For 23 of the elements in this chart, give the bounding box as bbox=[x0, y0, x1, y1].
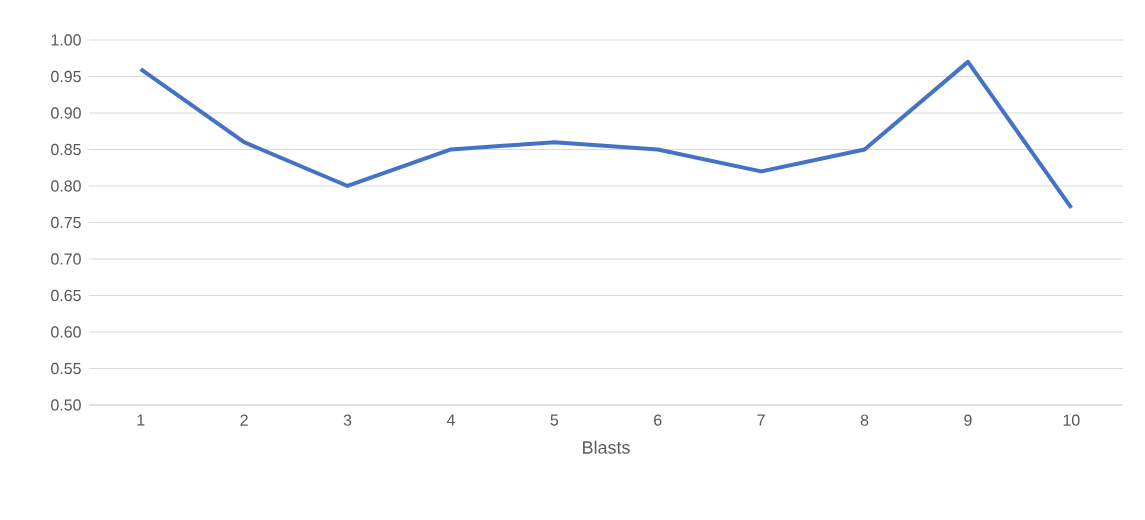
y-tick-label: 0.50 bbox=[51, 399, 81, 411]
y-tick-label: 0.90 bbox=[51, 107, 81, 119]
y-tick-label: 0.95 bbox=[51, 70, 81, 83]
x-tick-label: 7 bbox=[757, 414, 765, 426]
x-tick-label: 4 bbox=[446, 414, 455, 426]
x-tick-label: 1 bbox=[137, 414, 145, 426]
y-tick-label: 0.80 bbox=[51, 180, 81, 192]
x-tick-label: 10 bbox=[1063, 414, 1080, 426]
line-series bbox=[138, 59, 1074, 210]
x-tick-label: 6 bbox=[654, 414, 662, 426]
x-tick-label: 9 bbox=[964, 414, 972, 426]
y-tick-label: 0.70 bbox=[51, 253, 81, 265]
x-tick-label: 8 bbox=[860, 414, 869, 426]
x-tick-label: 3 bbox=[343, 414, 352, 426]
y-tick-label: 0.85 bbox=[51, 143, 81, 156]
x-tick-label: 2 bbox=[240, 414, 248, 426]
y-tick-label: 0.65 bbox=[51, 289, 81, 302]
x-tick-label: 5 bbox=[550, 414, 559, 426]
y-tick-label: 1.00 bbox=[51, 34, 81, 46]
y-tick-label: 0.55 bbox=[51, 362, 81, 375]
x-axis-title: Blasts bbox=[583, 440, 630, 454]
y-tick-label: 0.60 bbox=[51, 326, 81, 338]
y-tick-label: 0.75 bbox=[51, 216, 81, 229]
